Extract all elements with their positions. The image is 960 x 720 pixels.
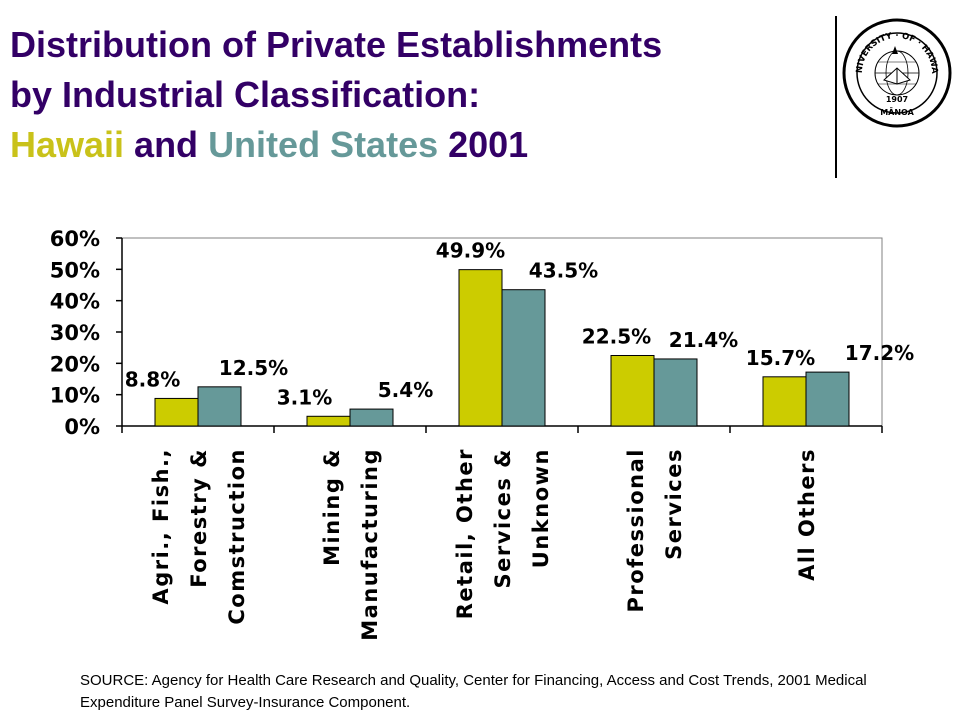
- data-label: 43.5%: [529, 259, 598, 283]
- bar-chart: 0% 10% 20% 30% 40% 50% 60% 8.8% 3.1% 49.9% 22.5% 1…: [50, 227, 914, 641]
- chart-category-labels: Agri., Fish., Forestry & Comstruction Minin…: [149, 448, 819, 641]
- category-label: Manufacturing: [358, 448, 382, 641]
- seal-year: 1907: [886, 95, 908, 104]
- data-label: 15.7%: [746, 346, 815, 370]
- category-label: Agri., Fish.,: [149, 448, 173, 605]
- y-tick-label: 30%: [50, 321, 100, 345]
- title-us: United States: [208, 124, 439, 165]
- y-tick-label: 10%: [50, 384, 100, 408]
- y-tick-label: 0%: [64, 415, 100, 439]
- source-note: SOURCE: Agency for Health Care Research …: [80, 672, 867, 711]
- category-label: Unknown: [529, 448, 553, 568]
- y-tick-label: 40%: [50, 290, 100, 314]
- y-tick-label: 20%: [50, 352, 100, 376]
- title-line-2: by Industrial Classification:: [10, 74, 481, 115]
- title-year: 2001: [438, 124, 529, 165]
- data-label: 21.4%: [669, 328, 738, 352]
- bar: [762, 376, 807, 427]
- bar: [349, 408, 394, 427]
- category-label: Forestry &: [187, 448, 211, 588]
- category-label: Services &: [491, 448, 515, 588]
- data-label: 8.8%: [125, 367, 180, 391]
- bar: [805, 371, 850, 427]
- bar: [197, 386, 242, 427]
- bar: [458, 269, 503, 427]
- category-label: Services: [662, 448, 686, 560]
- seal-bottom-text: MĀNOA: [880, 107, 914, 117]
- data-label: 22.5%: [582, 325, 651, 349]
- data-label: 49.9%: [436, 239, 505, 263]
- title-and: and: [124, 124, 209, 165]
- data-label: 5.4%: [378, 378, 433, 402]
- chart-data-labels: 8.8% 3.1% 49.9% 22.5% 15.7% 12.5% 5.4% 43.5% 21.…: [125, 239, 914, 410]
- chart-title: Distribution of Private Establishments b…: [10, 20, 830, 170]
- title-line-1: Distribution of Private Establishments: [10, 24, 663, 65]
- chart-bars: [154, 269, 850, 427]
- bar: [610, 355, 655, 427]
- category-label: All Others: [795, 448, 819, 581]
- category-label: Retail, Other: [453, 448, 477, 619]
- title-line-3: Hawaii and United States 2001: [10, 120, 830, 170]
- y-tick-label: 50%: [50, 258, 100, 282]
- category-label: Comstruction: [225, 448, 249, 625]
- category-label: Professional: [624, 448, 648, 613]
- category-label: Mining &: [320, 448, 344, 566]
- divider-line: [835, 16, 837, 178]
- y-tick-label: 60%: [50, 227, 100, 251]
- bar: [501, 289, 546, 427]
- title-hawaii: Hawaii: [10, 124, 125, 165]
- bar: [653, 358, 698, 427]
- data-label: 12.5%: [219, 356, 288, 380]
- data-label: 17.2%: [845, 341, 914, 365]
- data-label: 3.1%: [277, 385, 332, 409]
- bar: [306, 415, 351, 427]
- bar: [154, 397, 199, 427]
- university-seal-logo: UNIVERSITY · OF · HAWAII 1907 MĀNOA: [842, 18, 952, 128]
